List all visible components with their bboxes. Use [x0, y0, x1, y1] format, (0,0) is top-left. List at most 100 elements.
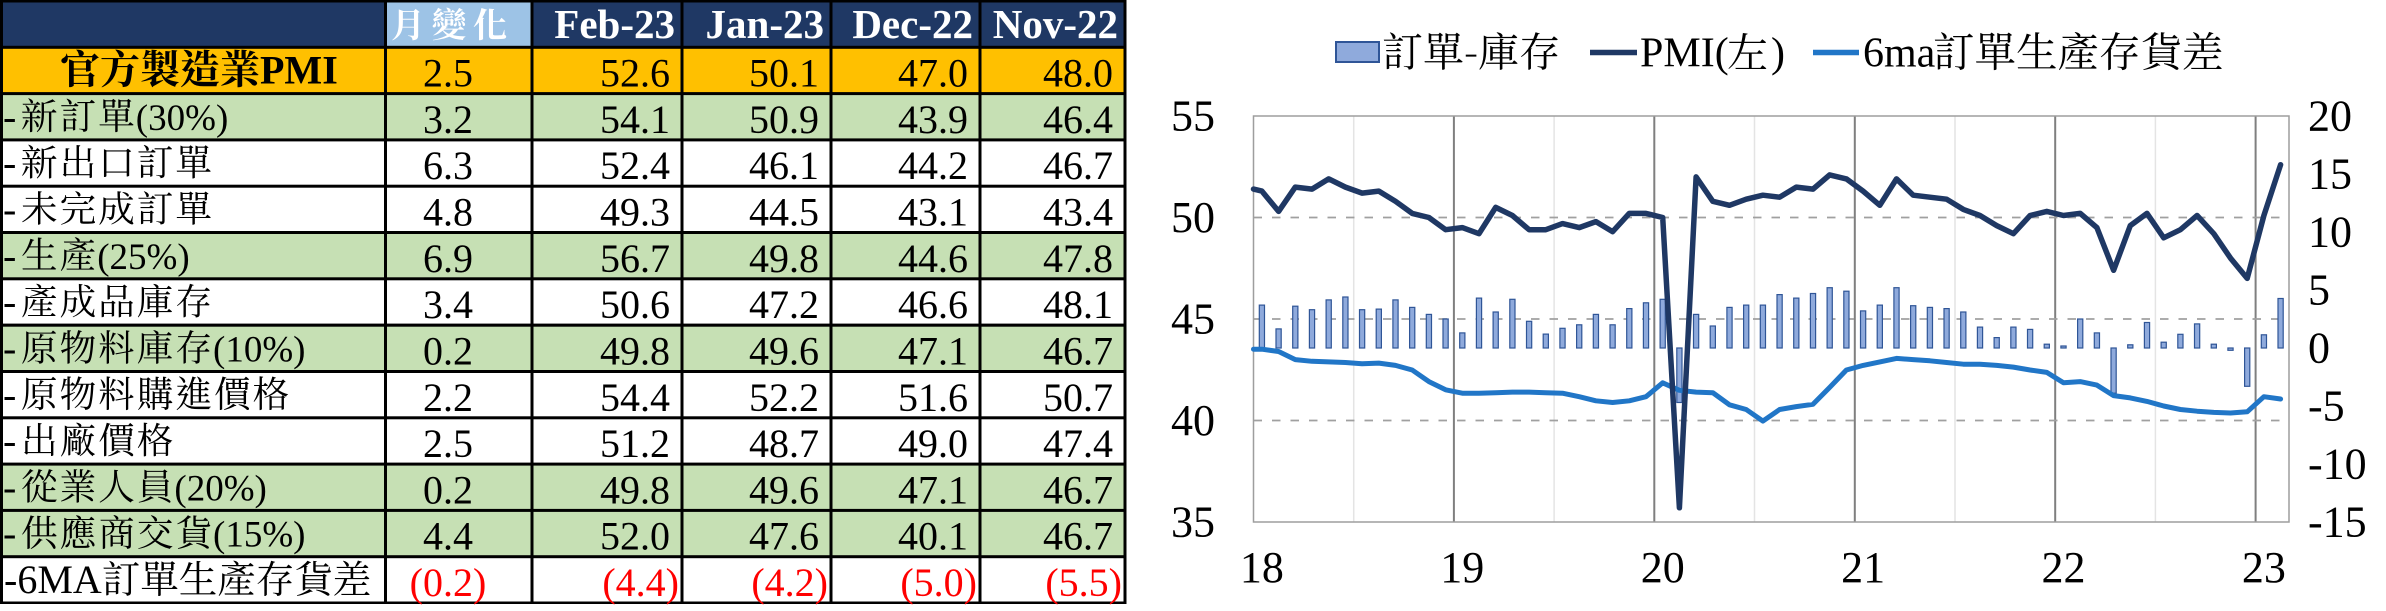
svg-text:(20%): (20%)	[174, 468, 266, 509]
svg-text:46.6: 46.6	[898, 282, 968, 327]
svg-text:43.1: 43.1	[898, 190, 968, 235]
svg-text:19: 19	[1440, 543, 1484, 592]
svg-text:47.0: 47.0	[898, 51, 968, 96]
svg-text:43.9: 43.9	[898, 97, 968, 142]
svg-text:50.1: 50.1	[749, 51, 819, 96]
svg-text:48.1: 48.1	[1043, 282, 1113, 327]
svg-text:49.6: 49.6	[749, 329, 819, 374]
svg-text:48.0: 48.0	[1043, 51, 1113, 96]
svg-text:46.7: 46.7	[1043, 329, 1113, 374]
svg-text:35: 35	[1171, 498, 1215, 547]
svg-text:Jan-23: Jan-23	[706, 1, 824, 47]
svg-text:2.2: 2.2	[423, 375, 473, 420]
svg-text:52.2: 52.2	[749, 375, 819, 420]
svg-text:(4.2): (4.2)	[751, 560, 828, 605]
svg-text:23: 23	[2242, 543, 2286, 592]
svg-text:45: 45	[1171, 295, 1215, 344]
svg-text:2.5: 2.5	[423, 421, 473, 466]
svg-text:55: 55	[1171, 92, 1215, 141]
svg-text:-: -	[3, 326, 16, 371]
svg-text:Feb-23: Feb-23	[554, 1, 675, 47]
svg-text:4.8: 4.8	[423, 190, 473, 235]
svg-text:-: -	[3, 511, 16, 556]
svg-text:(4.4): (4.4)	[602, 560, 679, 605]
svg-text:46.7: 46.7	[1043, 467, 1113, 512]
svg-text:52.6: 52.6	[600, 51, 670, 96]
svg-text:10: 10	[2308, 208, 2352, 257]
svg-text:-6MA: -6MA	[4, 557, 102, 602]
svg-text:51.6: 51.6	[898, 375, 968, 420]
svg-text:4.4: 4.4	[423, 514, 473, 559]
svg-text:43.4: 43.4	[1043, 190, 1113, 235]
svg-text:(10%): (10%)	[213, 330, 305, 371]
svg-text:50.6: 50.6	[600, 282, 670, 327]
svg-text:-: -	[3, 233, 16, 278]
svg-text:40: 40	[1171, 396, 1215, 445]
svg-text:0: 0	[2308, 324, 2330, 373]
svg-text:-: -	[3, 372, 16, 417]
svg-text:54.1: 54.1	[600, 97, 670, 142]
svg-text:47.8: 47.8	[1043, 236, 1113, 281]
svg-text:20: 20	[1641, 543, 1685, 592]
svg-text:): )	[1771, 31, 1785, 77]
svg-text:-: -	[3, 279, 16, 324]
svg-text:6.9: 6.9	[423, 236, 473, 281]
svg-text:0.2: 0.2	[423, 467, 473, 512]
svg-text:54.4: 54.4	[600, 375, 670, 420]
svg-text:44.6: 44.6	[898, 236, 968, 281]
svg-text:44.5: 44.5	[749, 190, 819, 235]
svg-text:22: 22	[2042, 543, 2086, 592]
svg-text:6.3: 6.3	[423, 143, 473, 188]
svg-text:47.6: 47.6	[749, 514, 819, 559]
svg-text:49.0: 49.0	[898, 421, 968, 466]
svg-text:47.2: 47.2	[749, 282, 819, 327]
svg-text:47.4: 47.4	[1043, 421, 1113, 466]
svg-text:40.1: 40.1	[898, 514, 968, 559]
svg-text:49.8: 49.8	[749, 236, 819, 281]
svg-text:3.2: 3.2	[423, 97, 473, 142]
svg-text:46.4: 46.4	[1043, 97, 1113, 142]
svg-text:-5: -5	[2308, 382, 2345, 431]
svg-text:49.3: 49.3	[600, 190, 670, 235]
svg-text:47.1: 47.1	[898, 467, 968, 512]
svg-text:-: -	[3, 464, 16, 509]
svg-text:50.7: 50.7	[1043, 375, 1113, 420]
svg-text:48.7: 48.7	[749, 421, 819, 466]
svg-text:PMI: PMI	[260, 48, 338, 93]
svg-text:Dec-22: Dec-22	[852, 1, 973, 47]
svg-text:3.4: 3.4	[423, 282, 473, 327]
svg-text:Nov-22: Nov-22	[993, 1, 1118, 47]
svg-text:46.7: 46.7	[1043, 514, 1113, 559]
svg-text:20: 20	[2308, 92, 2352, 141]
svg-text:PMI(: PMI(	[1640, 31, 1729, 77]
svg-text:-: -	[3, 94, 16, 139]
svg-text:46.1: 46.1	[749, 143, 819, 188]
svg-text:-: -	[3, 140, 16, 185]
svg-text:50: 50	[1171, 193, 1215, 242]
svg-text:52.0: 52.0	[600, 514, 670, 559]
svg-text:(30%): (30%)	[136, 98, 228, 139]
svg-text:18: 18	[1240, 543, 1284, 592]
svg-text:-10: -10	[2308, 440, 2367, 489]
svg-text:49.8: 49.8	[600, 329, 670, 374]
svg-text:(25%): (25%)	[97, 237, 189, 278]
svg-text:(5.0): (5.0)	[900, 560, 977, 605]
svg-text:15: 15	[2308, 150, 2352, 199]
svg-text:21: 21	[1841, 543, 1885, 592]
svg-text:51.2: 51.2	[600, 421, 670, 466]
svg-text:5: 5	[2308, 266, 2330, 315]
svg-text:6ma: 6ma	[1863, 31, 1936, 77]
svg-text:(5.5): (5.5)	[1045, 560, 1122, 605]
svg-text:(15%): (15%)	[213, 515, 305, 556]
svg-text:49.6: 49.6	[749, 467, 819, 512]
svg-text:56.7: 56.7	[600, 236, 670, 281]
svg-text:(0.2): (0.2)	[410, 560, 487, 605]
svg-text:2.5: 2.5	[423, 51, 473, 96]
svg-text:-: -	[3, 187, 16, 232]
svg-text:46.7: 46.7	[1043, 143, 1113, 188]
svg-text:0.2: 0.2	[423, 329, 473, 374]
svg-text:52.4: 52.4	[600, 143, 670, 188]
svg-text:49.8: 49.8	[600, 467, 670, 512]
svg-text:-: -	[3, 418, 16, 463]
svg-text:47.1: 47.1	[898, 329, 968, 374]
